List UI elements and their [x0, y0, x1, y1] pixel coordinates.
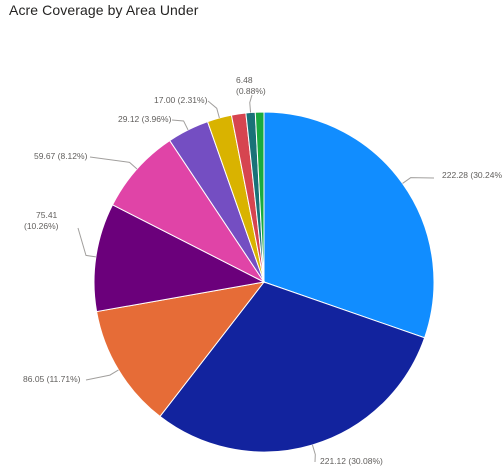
leader-line-0 [402, 177, 435, 184]
pie-slice-0[interactable] [263, 111, 435, 339]
data-label-8: 6.48 (0.88%) [236, 75, 266, 96]
data-label-1: 221.12 (30.08%) [320, 456, 383, 466]
data-label-2: 86.05 (11.71%) [23, 374, 81, 384]
leader-line-2 [85, 369, 119, 381]
data-label-4: 59.67 (8.12%) [34, 151, 88, 161]
leader-line-8 [249, 94, 253, 113]
data-label-3: 75.41 (10.26%) [24, 210, 59, 231]
pie-slice-3[interactable] [93, 204, 266, 313]
leader-line-1 [311, 444, 316, 463]
leader-line-4 [89, 156, 138, 170]
leader-line-5 [171, 119, 189, 131]
pie-slice-4[interactable] [111, 139, 266, 284]
pie-slice-9[interactable] [254, 111, 265, 283]
leader-line-3 [77, 227, 96, 258]
data-label-0: 222.28 (30.24%) [442, 170, 502, 180]
leader-line-6 [207, 100, 220, 119]
chart-title: Acre Coverage by Area Under [9, 2, 199, 18]
data-label-5: 29.12 (3.96%) [118, 114, 172, 124]
data-label-6: 17.00 (2.31%) [154, 95, 208, 105]
